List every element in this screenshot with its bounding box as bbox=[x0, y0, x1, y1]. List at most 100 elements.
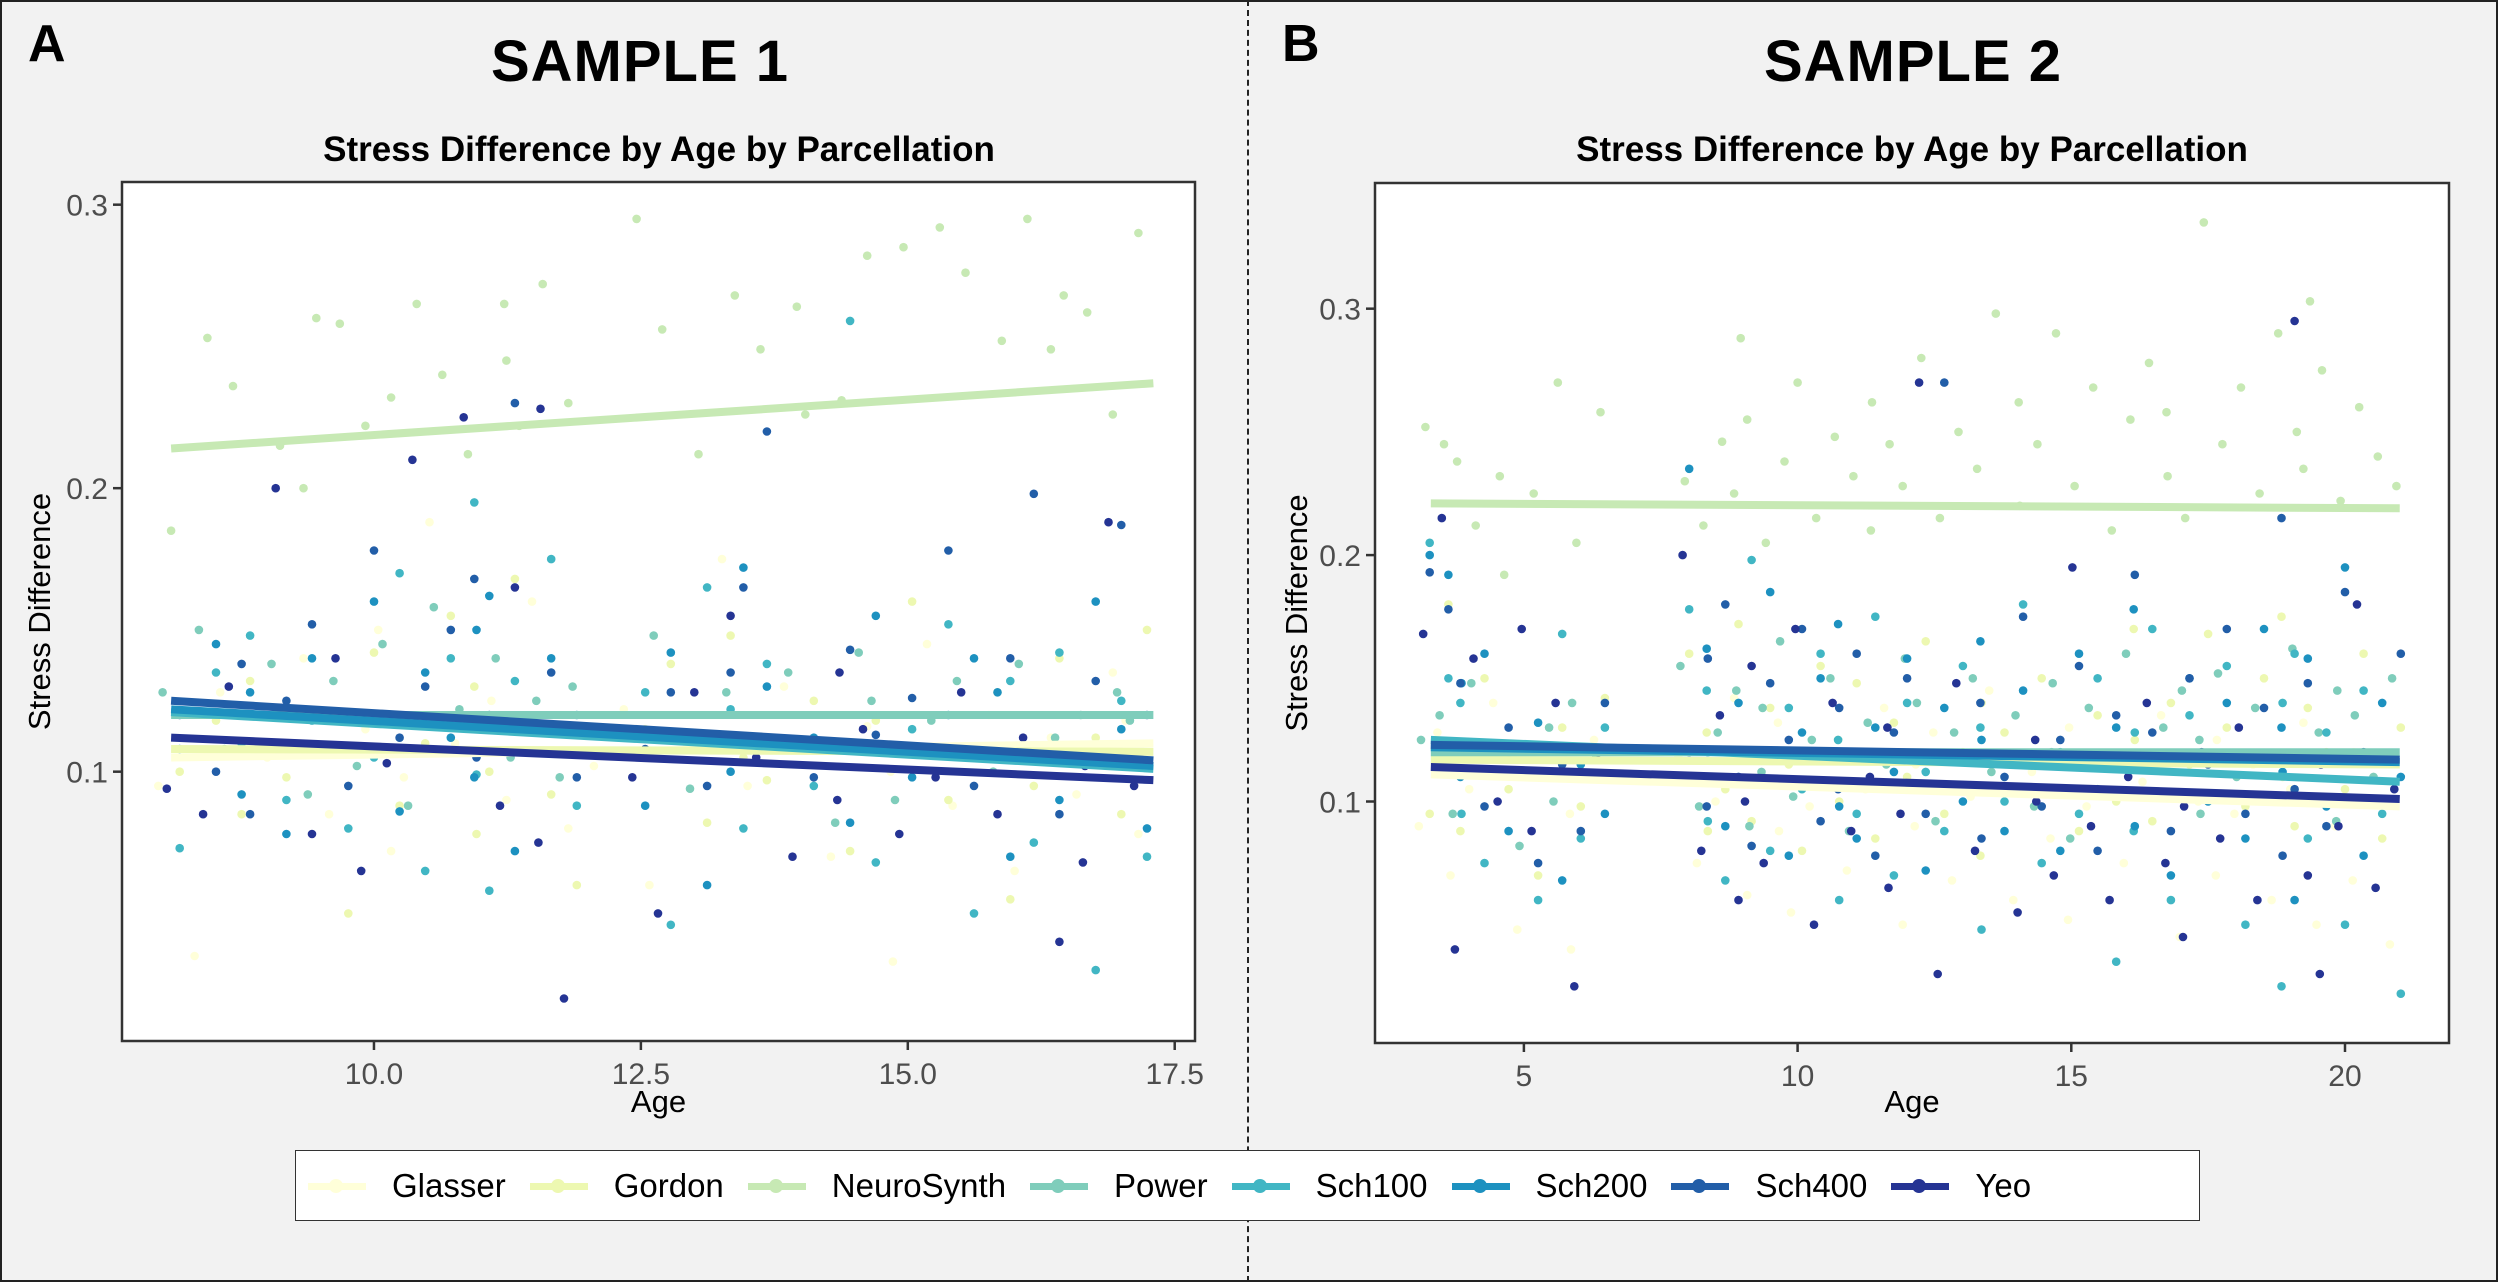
point-neurosynth bbox=[463, 449, 473, 459]
point-neurosynth bbox=[1529, 489, 1538, 498]
point-yeo bbox=[1715, 711, 1725, 720]
point-power bbox=[649, 631, 658, 640]
point-gordon bbox=[2074, 826, 2084, 836]
point-neurosynth bbox=[1736, 333, 1745, 343]
point-gordon bbox=[2129, 624, 2138, 634]
point-sch400 bbox=[1091, 676, 1100, 686]
point-yeo bbox=[559, 994, 569, 1003]
point-glasser bbox=[2082, 802, 2091, 811]
point-gordon bbox=[2359, 649, 2368, 658]
point-sch400 bbox=[2074, 661, 2084, 671]
point-neurosynth bbox=[792, 302, 802, 312]
point-sch100 bbox=[969, 909, 979, 918]
point-glasser bbox=[1513, 925, 1522, 934]
point-neurosynth bbox=[2373, 452, 2383, 461]
point-sch100 bbox=[1091, 965, 1100, 975]
point-sch200 bbox=[1425, 550, 1434, 560]
point-neurosynth bbox=[756, 345, 765, 354]
point-neurosynth bbox=[961, 268, 970, 278]
point-sch200 bbox=[1902, 654, 1912, 663]
point-neurosynth bbox=[1917, 353, 1926, 363]
point-power bbox=[1987, 767, 1996, 777]
point-neurosynth bbox=[1793, 378, 1802, 387]
point-power bbox=[1676, 661, 1685, 671]
point-sch400 bbox=[871, 730, 881, 740]
point-sch200 bbox=[2000, 826, 2009, 836]
point-sch100 bbox=[2277, 982, 2286, 991]
point-yeo bbox=[833, 795, 842, 805]
legend-label: Sch100 bbox=[1315, 1166, 1428, 1204]
x-tick-label: 15 bbox=[2055, 1060, 2088, 1093]
point-yeo bbox=[356, 866, 366, 876]
point-power bbox=[1826, 674, 1835, 683]
point-sch100 bbox=[282, 795, 291, 805]
point-sch100 bbox=[2278, 698, 2287, 708]
point-sch400 bbox=[2185, 674, 2194, 683]
point-glasser bbox=[1786, 908, 1796, 917]
point-neurosynth bbox=[2354, 402, 2364, 412]
point-glasser bbox=[1692, 858, 1702, 868]
point-glasser bbox=[2046, 834, 2055, 843]
point-sch200 bbox=[2277, 723, 2286, 732]
point-yeo bbox=[2123, 772, 2133, 782]
legend: Glasser Gordon NeuroSynth Power Sch100 Sch200… bbox=[295, 1150, 2200, 1221]
point-sch100 bbox=[1834, 895, 1844, 905]
point-yeo bbox=[788, 852, 797, 861]
point-neurosynth bbox=[801, 410, 810, 419]
point-sch400 bbox=[211, 767, 221, 776]
point-neurosynth bbox=[1717, 437, 1727, 447]
point-neurosynth bbox=[899, 242, 908, 252]
point-neurosynth bbox=[1439, 439, 1449, 449]
panel-b-plot-title: Stress Difference by Age by Parcellation bbox=[1576, 130, 2248, 169]
point-neurosynth bbox=[203, 333, 212, 343]
point-neurosynth bbox=[2273, 329, 2283, 338]
point-sch200 bbox=[472, 625, 481, 635]
point-neurosynth bbox=[1082, 308, 1092, 317]
legend-key-icon bbox=[1450, 1176, 1512, 1196]
y-tick-label: 0.3 bbox=[66, 190, 108, 223]
point-sch400 bbox=[907, 693, 917, 703]
point-yeo bbox=[1527, 826, 1536, 836]
point-yeo bbox=[1791, 624, 1800, 634]
point-yeo bbox=[1055, 937, 1064, 947]
legend-item-neurosynth: NeuroSynth bbox=[746, 1167, 1006, 1205]
point-sch200 bbox=[1533, 718, 1543, 727]
point-sch400 bbox=[702, 781, 712, 791]
point-sch400 bbox=[1425, 568, 1434, 577]
point-yeo bbox=[2253, 895, 2262, 905]
point-yeo bbox=[931, 773, 940, 782]
point-gordon bbox=[1921, 637, 1930, 646]
point-gordon bbox=[2037, 674, 2046, 683]
point-neurosynth bbox=[2317, 366, 2327, 375]
point-power bbox=[783, 668, 793, 677]
point-sch400 bbox=[2166, 826, 2176, 836]
point-yeo bbox=[1759, 858, 1768, 868]
point-yeo bbox=[835, 668, 844, 677]
point-neurosynth bbox=[299, 483, 308, 493]
point-glasser bbox=[2385, 940, 2395, 949]
point-sch200 bbox=[237, 790, 246, 799]
point-power bbox=[830, 818, 840, 827]
point-sch400 bbox=[1480, 802, 1489, 811]
point-sch400 bbox=[1721, 600, 1730, 609]
point-gordon bbox=[369, 648, 379, 657]
y-tick-label: 0.1 bbox=[1319, 787, 1361, 820]
point-sch400 bbox=[1834, 703, 1844, 713]
point-sch100 bbox=[2185, 711, 2194, 720]
point-gordon bbox=[1425, 809, 1434, 819]
point-sch100 bbox=[2290, 649, 2299, 658]
point-glasser bbox=[1565, 809, 1575, 819]
point-sch400 bbox=[2396, 649, 2406, 658]
point-yeo bbox=[628, 773, 637, 782]
point-gordon bbox=[1816, 661, 1825, 671]
point-power bbox=[1416, 735, 1426, 745]
point-power bbox=[1448, 809, 1457, 819]
point-neurosynth bbox=[1991, 309, 2001, 318]
point-power bbox=[2121, 649, 2131, 658]
point-neurosynth bbox=[2336, 496, 2345, 506]
regression-line-yeo bbox=[170, 733, 1154, 785]
point-glasser bbox=[743, 781, 752, 791]
point-power bbox=[1775, 637, 1785, 646]
point-yeo bbox=[1896, 809, 1905, 819]
point-yeo bbox=[382, 758, 392, 768]
